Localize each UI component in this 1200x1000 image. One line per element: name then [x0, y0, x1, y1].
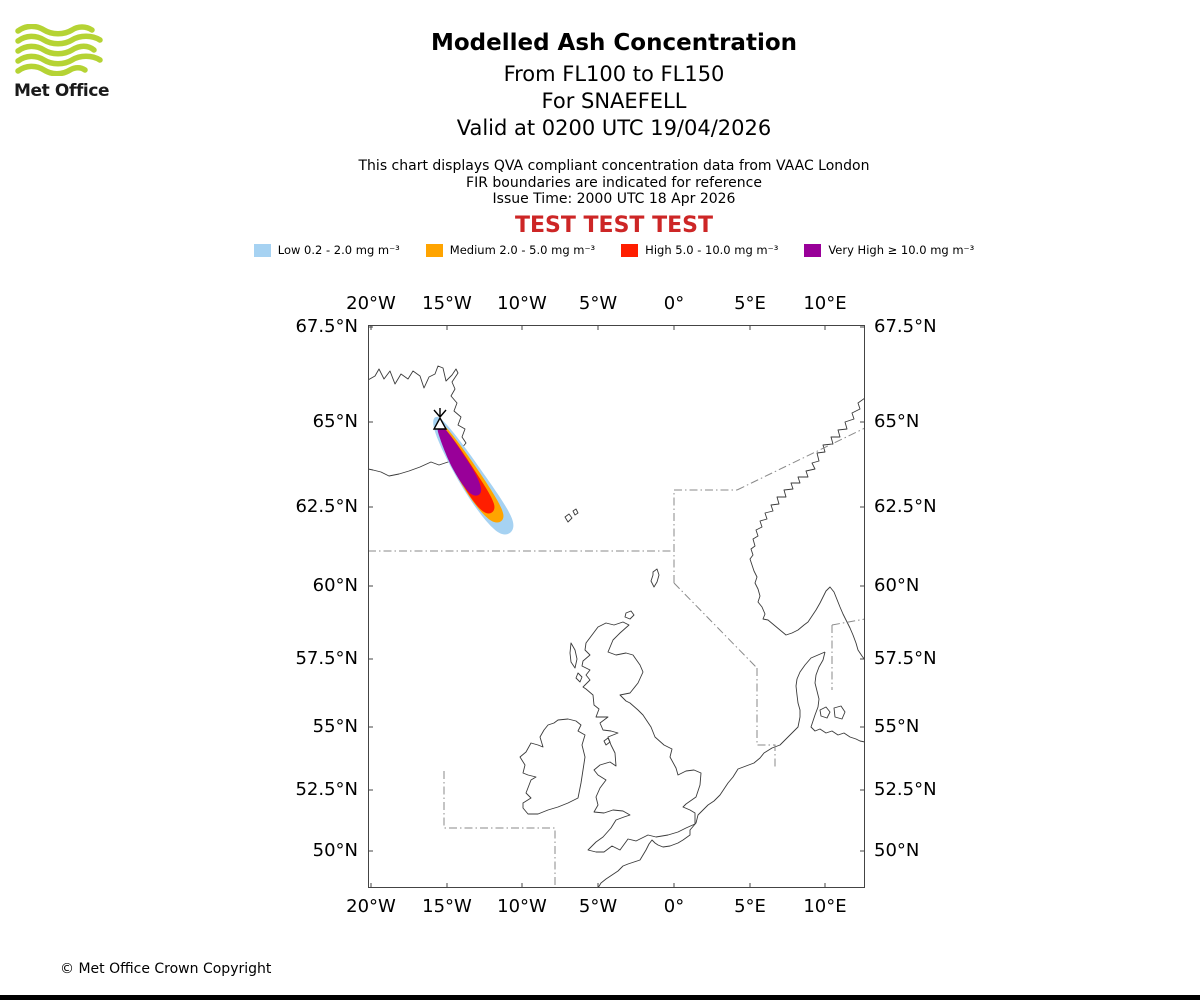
legend-swatch-low	[253, 243, 271, 257]
coastline-continental-europe	[597, 651, 826, 888]
lon-label-bottom: 10°E	[803, 896, 847, 917]
legend-item-high: High 5.0 - 10.0 mg m⁻³	[621, 243, 778, 257]
logo-wave	[15, 24, 95, 37]
volcano-triangle	[432, 416, 448, 430]
fir-boundary-shannon-oceanic	[443, 771, 556, 888]
island-funen	[819, 706, 831, 719]
island-zealand	[833, 705, 846, 720]
info-line-qva: This chart displays QVA compliant concen…	[358, 158, 870, 174]
lat-label-left: 65°N	[312, 411, 358, 432]
legend-swatch-medium	[425, 243, 443, 257]
lon-label-bottom: 5°E	[734, 896, 766, 917]
fir-boundary-denmark-north	[831, 618, 865, 626]
lon-label-top: 10°E	[803, 293, 847, 314]
island-isle-of-man	[603, 737, 611, 746]
island-shetland	[650, 568, 660, 588]
lat-label-right: 50°N	[874, 840, 920, 861]
coastlines	[368, 365, 865, 888]
coastline-norway	[749, 397, 865, 661]
met-office-logo-text: Met Office	[14, 81, 110, 101]
met-office-logo-waves	[15, 24, 103, 76]
lat-label-right: 57.5°N	[874, 648, 937, 669]
coastline-denmark-baltic	[810, 651, 865, 743]
lat-label-right: 65°N	[874, 411, 920, 432]
volcano-eruption-rays	[433, 408, 447, 418]
logo-wave	[15, 43, 97, 57]
map-canvas	[368, 325, 865, 888]
fir-boundary-norway-sea	[736, 427, 865, 491]
lat-label-left: 50°N	[312, 840, 358, 861]
logo-wave	[15, 63, 88, 76]
island-hebrides-south	[575, 672, 583, 683]
lon-label-top: 5°E	[734, 293, 766, 314]
lat-label-right: 52.5°N	[874, 779, 937, 800]
legend-item-medium: Medium 2.0 - 5.0 mg m⁻³	[425, 243, 596, 257]
axis-ticks	[368, 325, 865, 888]
lon-label-bottom: 10°W	[497, 896, 547, 917]
subtitle-flight-levels: From FL100 to FL150	[503, 62, 725, 86]
bottom-bar	[0, 995, 1200, 1000]
legend-label-medium: Medium 2.0 - 5.0 mg m⁻³	[449, 243, 596, 257]
concentration-legend: Low 0.2 - 2.0 mg m⁻³ Medium 2.0 - 5.0 mg …	[14, 243, 1200, 257]
header-block: Modelled Ash Concentration From FL100 to…	[14, 30, 1200, 142]
lon-label-bottom: 20°W	[346, 896, 396, 917]
fir-boundary-scottish	[673, 582, 758, 669]
lon-label-top: 5°W	[578, 293, 618, 314]
legend-label-low: Low 0.2 - 2.0 mg m⁻³	[277, 243, 400, 257]
ash-plume	[433, 416, 514, 535]
lat-label-left: 60°N	[312, 575, 358, 596]
legend-label-high: High 5.0 - 10.0 mg m⁻³	[645, 243, 779, 257]
legend-swatch-high	[621, 243, 639, 257]
lon-label-bottom: 15°W	[422, 896, 472, 917]
subtitle-valid-time: Valid at 0200 UTC 19/04/2026	[456, 116, 772, 140]
island-hebrides	[569, 642, 578, 669]
info-line-issue-time: Issue Time: 2000 UTC 18 Apr 2026	[492, 191, 736, 207]
met-office-logo-graphic	[15, 24, 103, 76]
lat-label-right: 62.5°N	[874, 496, 937, 517]
fir-boundary-copenhagen	[756, 668, 776, 767]
lon-label-bottom: 0°	[663, 896, 685, 917]
logo-wave	[15, 53, 103, 67]
legend-label-very_high: Very High ≥ 10.0 mg m⁻³	[828, 243, 975, 257]
lat-label-right: 55°N	[874, 716, 920, 737]
coastline-iceland	[368, 365, 467, 477]
lon-label-top: 0°	[663, 293, 685, 314]
page-title: Modelled Ash Concentration	[430, 30, 798, 56]
lat-label-left: 57.5°N	[295, 648, 358, 669]
lat-label-right: 67.5°N	[874, 316, 937, 337]
lat-label-left: 62.5°N	[295, 496, 358, 517]
test-banner: TEST TEST TEST	[515, 213, 713, 238]
coastline-ireland	[519, 718, 586, 815]
legend-swatch-very_high	[804, 243, 822, 257]
volcano-marker	[432, 408, 448, 430]
island-faroe	[564, 513, 573, 523]
fir-boundaries	[368, 427, 865, 888]
info-line-fir: FIR boundaries are indicated for referen…	[466, 174, 762, 191]
logo-wave	[15, 33, 103, 47]
lon-label-top: 10°W	[497, 293, 547, 314]
ash-plume-very-high	[437, 423, 482, 496]
map-border	[368, 325, 865, 888]
legend-item-very_high: Very High ≥ 10.0 mg m⁻³	[804, 243, 974, 257]
island-faroe-north	[572, 508, 579, 516]
island-orkney	[624, 610, 635, 620]
lon-label-bottom: 5°W	[578, 896, 618, 917]
legend-item-low: Low 0.2 - 2.0 mg m⁻³	[253, 243, 400, 257]
lat-label-left: 67.5°N	[295, 316, 358, 337]
fir-boundary-greenwich	[673, 489, 737, 583]
coastline-great-britain	[581, 621, 702, 853]
met-office-logo: Met Office	[14, 24, 124, 101]
lat-label-left: 55°N	[312, 716, 358, 737]
subtitle-volcano: For SNAEFELL	[541, 89, 687, 113]
lat-label-left: 52.5°N	[295, 779, 358, 800]
copyright-text: © Met Office Crown Copyright	[60, 961, 272, 977]
lat-label-right: 60°N	[874, 575, 920, 596]
lon-label-top: 15°W	[422, 293, 472, 314]
lon-label-top: 20°W	[346, 293, 396, 314]
info-block: This chart displays QVA compliant concen…	[14, 158, 1200, 208]
